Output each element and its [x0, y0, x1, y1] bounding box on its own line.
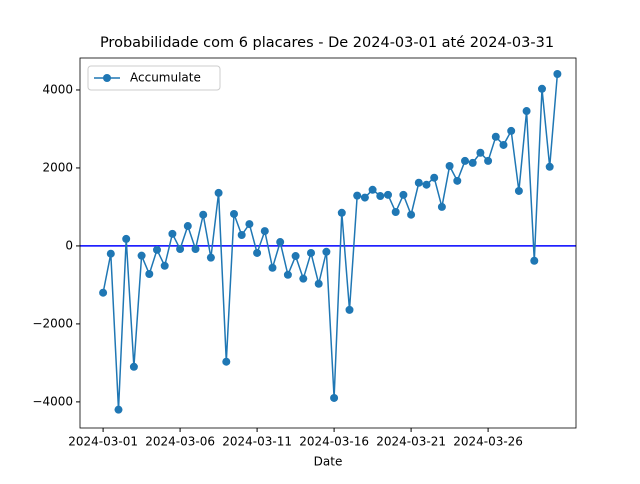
data-point	[514, 186, 523, 195]
data-point	[507, 126, 516, 135]
x-tick-label: 2024-03-06	[145, 435, 215, 449]
data-point	[229, 209, 238, 218]
data-point	[353, 191, 362, 200]
y-tick-label: −4000	[32, 394, 73, 408]
data-point	[106, 249, 115, 258]
x-tick-label: 2024-03-01	[68, 435, 138, 449]
data-point	[191, 245, 200, 254]
data-point	[553, 69, 562, 78]
data-point	[222, 357, 231, 366]
legend-marker	[103, 74, 111, 82]
data-point	[253, 248, 262, 257]
data-point	[391, 208, 400, 217]
data-point	[299, 274, 308, 283]
data-point	[291, 252, 300, 261]
data-point	[183, 222, 192, 231]
data-point	[245, 220, 254, 229]
data-point	[129, 362, 138, 371]
data-point	[330, 393, 339, 402]
y-tick-label: −2000	[32, 316, 73, 330]
data-point	[160, 261, 169, 270]
data-point	[283, 270, 292, 279]
data-point	[430, 173, 439, 182]
y-tick-label: 4000	[42, 82, 73, 96]
data-point	[399, 190, 408, 199]
data-point	[214, 188, 223, 197]
data-point	[276, 238, 285, 247]
data-point	[345, 305, 354, 314]
data-point	[237, 231, 246, 240]
x-tick-label: 2024-03-16	[299, 435, 369, 449]
data-point	[522, 107, 531, 116]
x-tick-label: 2024-03-11	[222, 435, 292, 449]
data-point	[545, 162, 554, 171]
data-point	[322, 247, 331, 256]
data-point	[337, 208, 346, 217]
data-point	[206, 253, 215, 262]
data-point	[137, 251, 146, 260]
x-tick-label: 2024-03-21	[376, 435, 446, 449]
data-point	[260, 227, 269, 236]
data-point	[376, 192, 385, 201]
data-point	[453, 176, 462, 185]
x-tick-label: 2024-03-26	[453, 435, 523, 449]
data-point	[360, 193, 369, 202]
data-point	[199, 210, 208, 219]
y-tick-label: 2000	[42, 160, 73, 174]
data-point	[168, 229, 177, 238]
data-point	[445, 161, 454, 170]
data-point	[499, 140, 508, 149]
data-point	[368, 185, 377, 194]
data-point	[437, 202, 446, 211]
data-point	[383, 190, 392, 199]
data-point	[491, 132, 500, 141]
legend-box	[87, 65, 221, 91]
data-point	[468, 158, 477, 167]
x-axis-label: Date	[314, 455, 343, 469]
data-point	[530, 256, 539, 265]
data-point	[414, 178, 423, 187]
data-point	[314, 279, 323, 288]
data-point	[407, 210, 416, 219]
data-point	[537, 84, 546, 93]
data-point	[306, 248, 315, 257]
data-point	[114, 405, 123, 414]
data-point	[152, 245, 161, 254]
data-point	[99, 288, 108, 297]
data-point	[176, 245, 185, 254]
data-point	[122, 234, 131, 243]
y-tick-label: 0	[65, 238, 73, 252]
data-point	[268, 263, 277, 272]
data-point	[460, 156, 469, 165]
data-point	[145, 269, 154, 278]
axes-frame	[79, 57, 577, 429]
data-point	[476, 148, 485, 157]
data-point	[484, 156, 493, 165]
chart-title: Probabilidade com 6 placares - De 2024-0…	[100, 35, 554, 51]
legend-label: Accumulate	[130, 71, 201, 85]
data-point	[422, 180, 431, 189]
